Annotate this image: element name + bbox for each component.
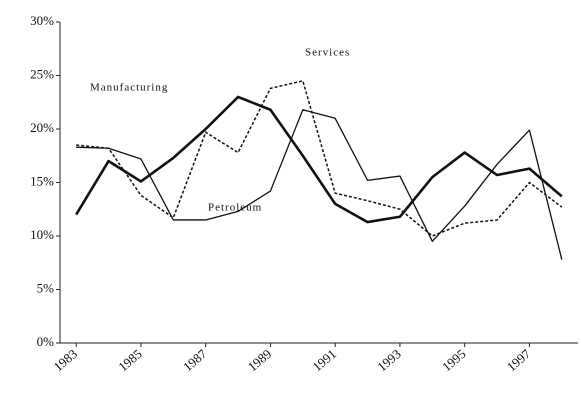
- x-tick-label: 1991: [309, 346, 339, 374]
- x-tick-label: 1985: [115, 346, 145, 374]
- y-tick-label: 15%: [30, 173, 54, 188]
- x-tick-label: 1993: [374, 346, 404, 374]
- series-line: [75, 95, 563, 224]
- y-tick-label: 25%: [30, 66, 54, 81]
- series-label: Manufacturing: [90, 82, 168, 94]
- y-tick-label: 0%: [37, 334, 55, 349]
- series-label: Services: [305, 47, 350, 59]
- x-tick-label: 1995: [439, 346, 469, 374]
- y-tick-label: 10%: [30, 227, 54, 242]
- y-tick-label: 30%: [30, 13, 54, 28]
- x-tick-label: 1987: [180, 346, 210, 375]
- y-tick-label: 20%: [30, 120, 54, 135]
- x-tick-label: 1989: [245, 346, 275, 374]
- y-tick-label: 5%: [37, 280, 55, 295]
- series-line: [76, 109, 563, 260]
- x-tick-label: 1997: [504, 346, 534, 375]
- series-label: Petroleum: [208, 202, 262, 214]
- series-line: [76, 80, 563, 237]
- x-tick-label: 1983: [50, 346, 80, 374]
